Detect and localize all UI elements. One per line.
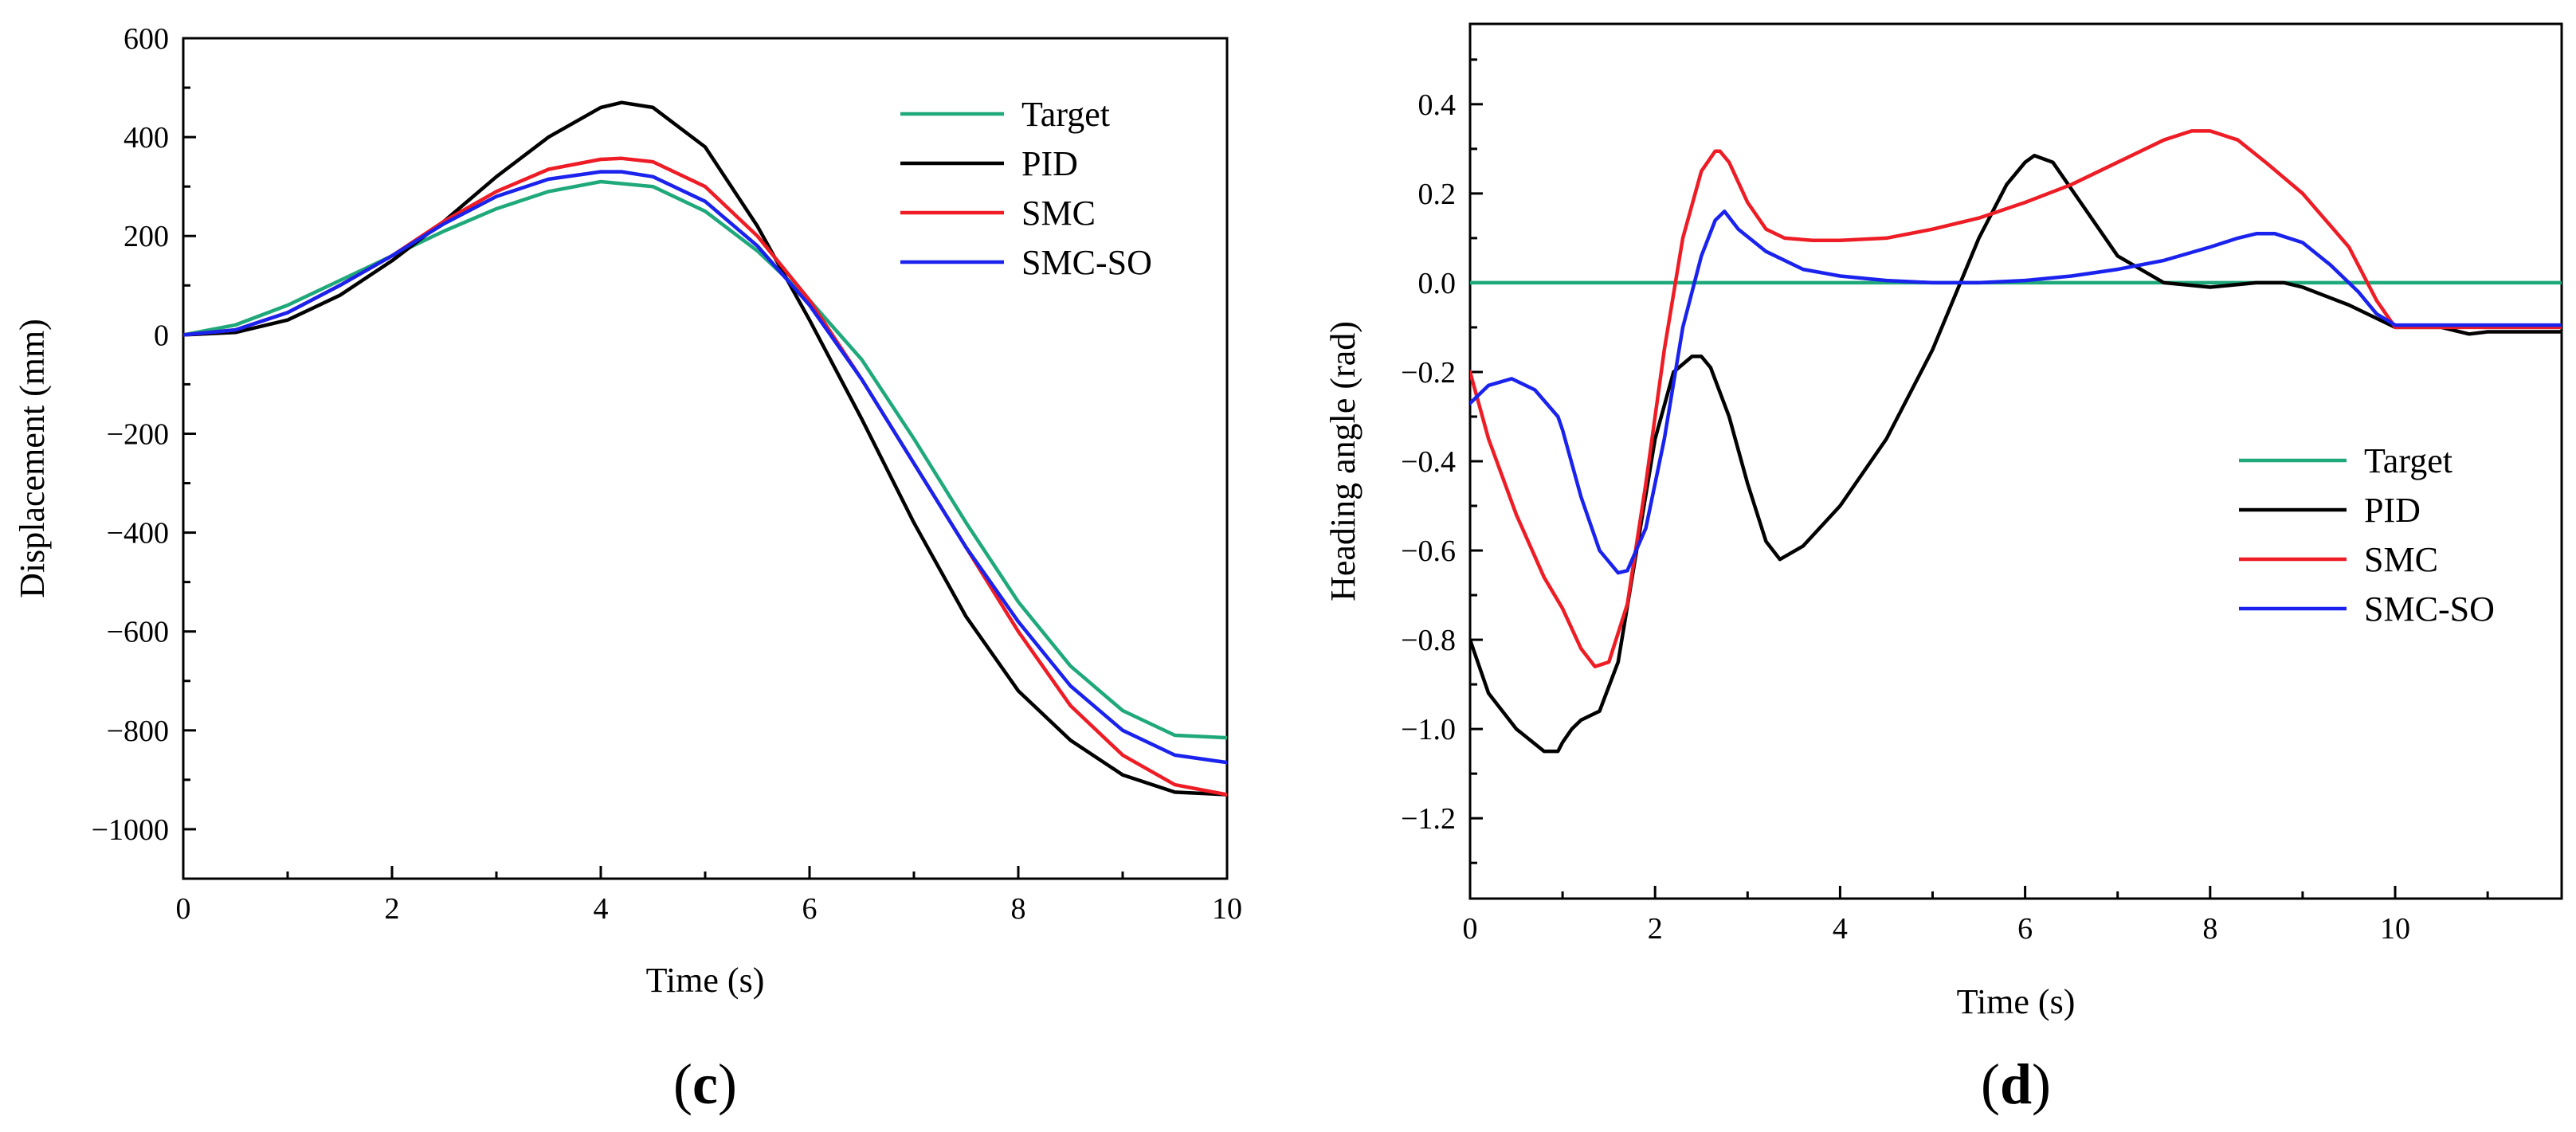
panel-label: (d)	[1981, 1052, 2051, 1116]
x-tick-label: 8	[2202, 912, 2217, 946]
y-tick-label: −600	[107, 616, 169, 649]
y-tick-label: 400	[124, 121, 169, 155]
legend-label: SMC-SO	[2364, 590, 2495, 629]
x-tick-label: 4	[594, 892, 609, 926]
x-axis-title: Time (s)	[1957, 982, 2076, 1021]
x-tick-label: 10	[1212, 892, 1242, 926]
y-tick-label: −400	[107, 517, 169, 550]
legend-label: Target	[2364, 441, 2452, 480]
y-tick-label: 0.4	[1418, 88, 1457, 122]
legend: Target PID SMC SMC-SO	[2239, 441, 2495, 629]
legend-label: PID	[2364, 491, 2421, 530]
y-tick-label: −0.6	[1401, 535, 1456, 568]
y-tick-label: −1000	[92, 813, 169, 847]
series-line-target	[183, 179, 1227, 740]
x-axis-title: Time (s)	[646, 961, 765, 1000]
y-tick-label: 0.2	[1418, 178, 1457, 211]
legend: Target PID SMC SMC-SO	[900, 95, 1152, 282]
x-tick-label: 2	[385, 892, 400, 926]
y-axis-title: Displacement (mm)	[13, 319, 52, 598]
x-tick-label: 0	[1463, 912, 1478, 946]
series-line-smc	[1470, 129, 2562, 668]
legend-label: Target	[1021, 95, 1110, 134]
x-tick-label: 0	[176, 892, 191, 926]
x-tick-label: 6	[802, 892, 817, 926]
series-line-pid	[183, 100, 1227, 797]
y-tick-label: −1.0	[1401, 713, 1456, 746]
legend-label: SMC	[1021, 194, 1096, 233]
y-tick-label: 0	[154, 319, 169, 352]
legend-label: PID	[1021, 144, 1078, 183]
y-tick-label: −0.4	[1401, 445, 1456, 479]
x-tick-label: 10	[2380, 912, 2410, 946]
series-line-smc-so	[1470, 210, 2562, 575]
y-tick-label: −1.2	[1401, 802, 1456, 836]
y-tick-label: −800	[107, 715, 169, 748]
chart-heading-angle: 0 2 4 6 8 10 0.4 0.2 0.0 −0.2 −0.4 −0.6 −0.8 −1.0 −1.2…	[1323, 22, 2563, 1116]
y-tick-label: 200	[124, 220, 169, 253]
x-tick-label: 2	[1648, 912, 1663, 946]
chart-displacement: 0 2 4 6 8 10 600 400 200 0 −200 −400 −600 −800 −1000 Ti…	[13, 22, 1242, 1116]
x-tick-label: 6	[2017, 912, 2033, 946]
x-tick-label: 8	[1011, 892, 1026, 926]
y-tick-label: −0.2	[1401, 356, 1456, 390]
y-tick-label: −200	[107, 417, 169, 451]
y-axis-title: Heading angle (rad)	[1323, 321, 1362, 601]
x-tick-label: 4	[1833, 912, 1848, 946]
legend-label: SMC	[2364, 540, 2438, 579]
legend-label: SMC-SO	[1021, 243, 1152, 282]
panel-label: (c)	[673, 1052, 737, 1116]
y-tick-label: 0.0	[1418, 267, 1457, 300]
series-line-smc-so	[183, 170, 1227, 765]
y-tick-label: 600	[124, 22, 169, 56]
series-line-pid	[1470, 154, 2562, 754]
y-tick-label: −0.8	[1401, 624, 1456, 657]
